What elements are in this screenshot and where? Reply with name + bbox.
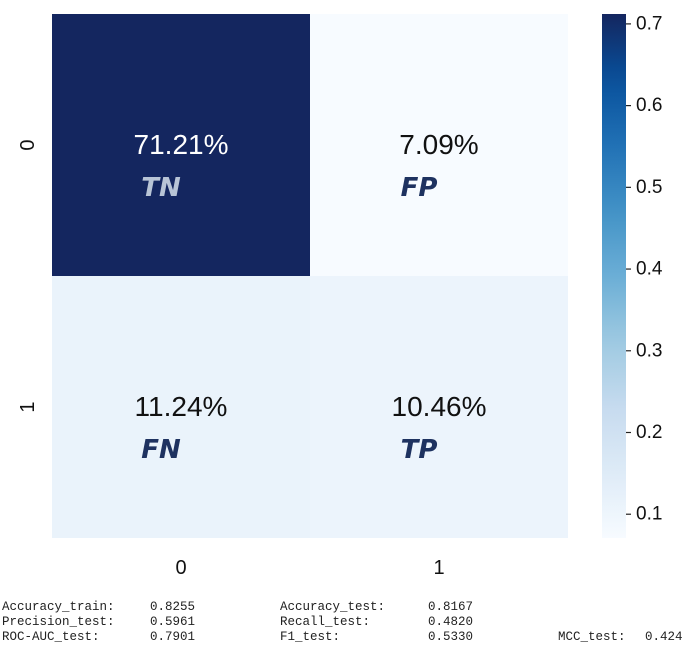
metric-accuracy-train-label: Accuracy_train: bbox=[2, 600, 115, 614]
colorbar-tick-label-1: 0.2 bbox=[636, 422, 662, 443]
heatmap-cells: 71.21% TN 7.09% FP 11.24% FN 10.46% TP bbox=[52, 14, 568, 538]
colorbar-tick-label-2: 0.3 bbox=[636, 340, 662, 361]
heatmap-cell-1-0 bbox=[52, 276, 310, 538]
cell-percent-label-0-1: 7.09% bbox=[399, 129, 478, 160]
metric-recall-test-value: 0.4820 bbox=[428, 615, 474, 629]
x-tick-label-1: 1 bbox=[433, 557, 444, 579]
x-tick-label-0: 0 bbox=[175, 557, 186, 579]
y-tick-label-1: 1 bbox=[17, 401, 39, 412]
heatmap-cell-1-1 bbox=[310, 276, 568, 538]
y-axis-ticks: 01 bbox=[17, 139, 39, 412]
cell-tag-label-1-0: FN bbox=[141, 435, 181, 465]
cell-percent-label-0-0: 71.21% bbox=[134, 129, 229, 160]
metric-roc-auc-test-value: 0.7901 bbox=[150, 630, 196, 644]
metric-roc-auc-test-label: ROC-AUC_test: bbox=[2, 630, 100, 644]
heatmap-cell-0-1 bbox=[310, 14, 568, 276]
y-tick-label-0: 0 bbox=[17, 139, 39, 150]
colorbar-tick-label-5: 0.6 bbox=[636, 95, 662, 116]
heatmap-cell-0-0 bbox=[52, 14, 310, 276]
colorbar-tick-label-6: 0.7 bbox=[636, 13, 662, 34]
metric-f1-test-label: F1_test: bbox=[280, 630, 341, 644]
metrics-panel: Accuracy_train: 0.8255 Accuracy_test: 0.… bbox=[0, 598, 688, 648]
cell-tag-label-1-1: TP bbox=[401, 435, 438, 465]
colorbar-tick-label-4: 0.5 bbox=[636, 177, 662, 198]
cell-tag-label-0-0: TN bbox=[141, 173, 181, 203]
colorbar-tick-label-3: 0.4 bbox=[636, 259, 663, 280]
metric-accuracy-train-value: 0.8255 bbox=[150, 600, 196, 614]
metric-accuracy-test-label: Accuracy_test: bbox=[280, 600, 386, 614]
metric-precision-test-label: Precision_test: bbox=[2, 615, 115, 629]
cell-percent-label-1-0: 11.24% bbox=[135, 391, 228, 422]
colorbar-tick-label-0: 0.1 bbox=[636, 504, 662, 525]
metric-recall-test-label: Recall_test: bbox=[280, 615, 371, 629]
metric-mcc-test-label: MCC_test: bbox=[558, 630, 626, 644]
colorbar-gradient bbox=[602, 14, 626, 538]
metric-precision-test-value: 0.5961 bbox=[150, 615, 196, 629]
metric-f1-test-value: 0.5330 bbox=[428, 630, 474, 644]
metric-accuracy-test-value: 0.8167 bbox=[428, 600, 474, 614]
colorbar: 0.1 0.2 0.3 0.4 0.5 0.6 0.7 bbox=[602, 13, 663, 538]
cell-percent-label-1-1: 10.46% bbox=[392, 391, 487, 422]
cell-tag-label-0-1: FP bbox=[401, 173, 438, 203]
metric-mcc-test-value: 0.424 bbox=[645, 630, 683, 644]
